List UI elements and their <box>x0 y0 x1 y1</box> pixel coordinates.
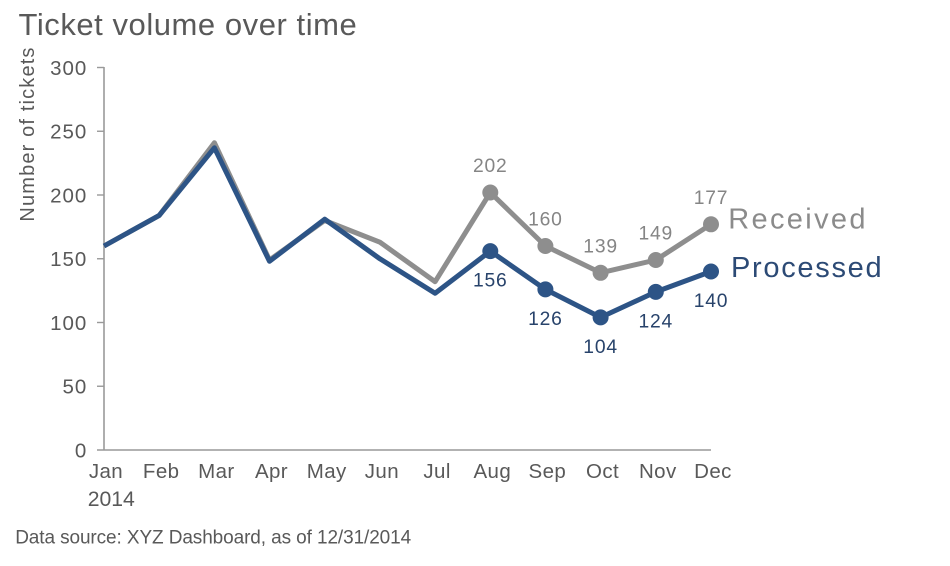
svg-text:50: 50 <box>62 376 87 399</box>
svg-text:140: 140 <box>694 291 729 312</box>
svg-text:Number of tickets: Number of tickets <box>17 46 39 221</box>
svg-text:Feb: Feb <box>143 460 180 483</box>
svg-text:Mar: Mar <box>198 460 235 483</box>
svg-text:Ticket volume over time: Ticket volume over time <box>19 7 358 42</box>
svg-text:250: 250 <box>50 121 87 144</box>
svg-text:300: 300 <box>50 57 87 80</box>
svg-text:Apr: Apr <box>255 460 288 483</box>
svg-text:124: 124 <box>639 311 674 332</box>
svg-text:Aug: Aug <box>473 460 511 483</box>
svg-text:126: 126 <box>528 309 563 330</box>
svg-text:0: 0 <box>75 439 87 462</box>
svg-text:149: 149 <box>639 224 674 245</box>
svg-text:156: 156 <box>473 271 508 292</box>
svg-text:Jul: Jul <box>423 460 450 483</box>
svg-text:Dec: Dec <box>694 460 732 483</box>
svg-text:200: 200 <box>50 184 87 207</box>
svg-text:150: 150 <box>50 248 87 271</box>
svg-text:202: 202 <box>473 156 508 177</box>
svg-text:Received: Received <box>728 204 868 236</box>
svg-text:104: 104 <box>583 337 618 358</box>
svg-text:Sep: Sep <box>529 460 567 483</box>
svg-text:139: 139 <box>583 236 618 257</box>
svg-text:May: May <box>307 460 347 483</box>
svg-text:100: 100 <box>50 312 87 335</box>
svg-text:Data source: XYZ Dashboard, as: Data source: XYZ Dashboard, as of 12/31/… <box>15 527 411 548</box>
svg-text:177: 177 <box>694 188 729 209</box>
svg-text:2014: 2014 <box>88 488 135 511</box>
svg-text:Nov: Nov <box>639 460 677 483</box>
svg-text:Jun: Jun <box>365 460 399 483</box>
svg-text:Oct: Oct <box>586 460 619 483</box>
svg-text:Jan: Jan <box>89 460 123 483</box>
svg-text:Processed: Processed <box>731 252 883 284</box>
svg-text:160: 160 <box>528 210 563 231</box>
